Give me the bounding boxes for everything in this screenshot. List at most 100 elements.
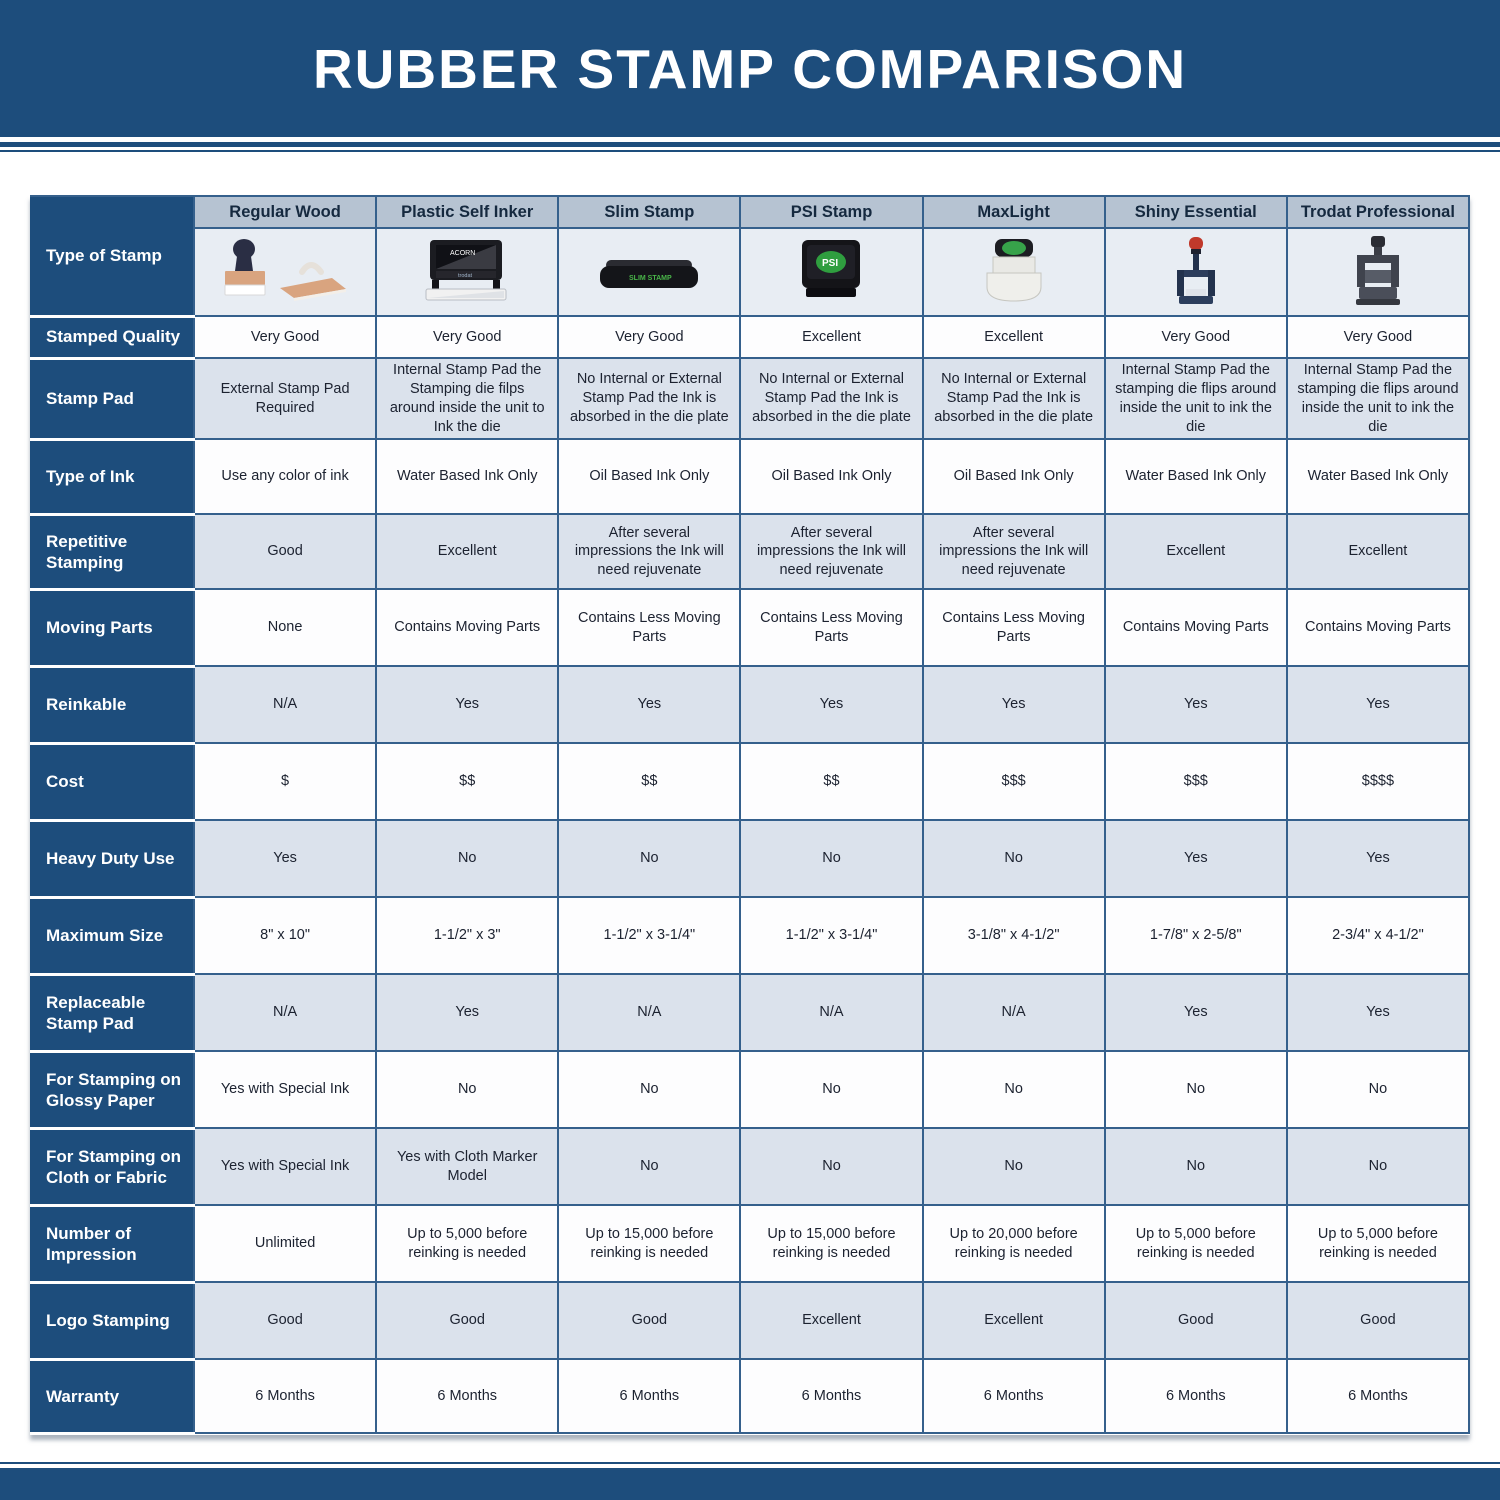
cell-for-stamping-on-cloth-or-fabric-psi-stamp: No [739, 1127, 924, 1207]
row-label-stamped-quality: Stamped Quality [30, 314, 195, 360]
table-row-moving-parts: Moving Parts None Contains Moving Parts Con… [30, 587, 1471, 668]
cell-repetitive-stamping-maxlight: After several impressions the Ink will n… [921, 513, 1106, 591]
cell-stamp-pad-maxlight: No Internal or External Stamp Pad the In… [921, 356, 1106, 441]
cell-stamp-pad-psi-stamp: No Internal or External Stamp Pad the In… [739, 356, 924, 441]
cell-logo-stamping-trodat-professional: Good [1285, 1281, 1471, 1361]
cell-heavy-duty-use-slim-stamp: No [557, 819, 742, 899]
cell-warranty-plastic-self-inker: 6 Months [375, 1358, 560, 1435]
slim-stamp-icon: SLIM STAMP [557, 227, 742, 317]
cell-logo-stamping-psi-stamp: Excellent [739, 1281, 924, 1361]
column-header-shiny-essential: Shiny Essential [1103, 195, 1288, 229]
cell-stamped-quality-maxlight: Excellent [921, 315, 1106, 359]
cell-cost-trodat-professional: $$$$ [1285, 742, 1471, 822]
svg-text:SLIM STAMP: SLIM STAMP [629, 275, 672, 282]
column-header-maxlight: MaxLight [921, 195, 1106, 229]
cell-for-stamping-on-cloth-or-fabric-plastic-self-inker: Yes with Cloth Marker Model [375, 1127, 560, 1207]
table-row-type-of-ink: Type of Ink Use any color of ink Water Bas… [30, 437, 1471, 516]
column-header-trodat-professional: Trodat Professional [1285, 195, 1471, 229]
row-label-type-of-ink: Type of Ink [30, 437, 195, 516]
cell-replaceable-stamp-pad-regular-wood: N/A [192, 973, 378, 1053]
row-label-warranty: Warranty [30, 1357, 195, 1435]
cell-type-of-ink-slim-stamp: Oil Based Ink Only [557, 438, 742, 516]
banner-separator [0, 137, 1500, 142]
cell-warranty-psi-stamp: 6 Months [739, 1358, 924, 1435]
cell-repetitive-stamping-psi-stamp: After several impressions the Ink will n… [739, 513, 924, 591]
cell-warranty-regular-wood: 6 Months [192, 1358, 378, 1435]
cell-reinkable-plastic-self-inker: Yes [375, 665, 560, 745]
cell-stamped-quality-plastic-self-inker: Very Good [375, 315, 560, 359]
cell-moving-parts-trodat-professional: Contains Moving Parts [1285, 588, 1471, 668]
cell-repetitive-stamping-slim-stamp: After several impressions the Ink will n… [557, 513, 742, 591]
comparison-table: Type of Stamp Regular Wood Plastic Self In… [30, 195, 1471, 1435]
cell-stamp-pad-shiny-essential: Internal Stamp Pad the stamping die flip… [1103, 356, 1288, 441]
cell-heavy-duty-use-plastic-self-inker: No [375, 819, 560, 899]
cell-cost-slim-stamp: $$ [557, 742, 742, 822]
cell-replaceable-stamp-pad-plastic-self-inker: Yes [375, 973, 560, 1053]
cell-logo-stamping-shiny-essential: Good [1103, 1281, 1288, 1361]
footer-band [0, 1462, 1500, 1500]
row-label-reinkable: Reinkable [30, 664, 195, 745]
cell-maximum-size-plastic-self-inker: 1-1/2" x 3" [375, 896, 560, 976]
cell-heavy-duty-use-trodat-professional: Yes [1285, 819, 1471, 899]
cell-type-of-ink-maxlight: Oil Based Ink Only [921, 438, 1106, 516]
column-header-regular-wood: Regular Wood [192, 195, 378, 229]
comparison-table-wrapper: Type of Stamp Regular Wood Plastic Self In… [0, 152, 1500, 1435]
cell-for-stamping-on-glossy-paper-trodat-professional: No [1285, 1050, 1471, 1130]
page-title: RUBBER STAMP COMPARISON [312, 37, 1188, 100]
cell-repetitive-stamping-shiny-essential: Excellent [1103, 513, 1288, 591]
cell-for-stamping-on-glossy-paper-maxlight: No [921, 1050, 1106, 1130]
cell-moving-parts-plastic-self-inker: Contains Moving Parts [375, 588, 560, 668]
cell-number-of-impression-trodat-professional: Up to 5,000 before reinking is needed [1285, 1204, 1471, 1284]
row-label-cost: Cost [30, 741, 195, 822]
cell-stamp-pad-regular-wood: External Stamp Pad Required [192, 356, 378, 441]
row-label-logo-stamping: Logo Stamping [30, 1280, 195, 1361]
table-row-cost: Cost $ $$ $$ $$ $$$ $$$ $$$$ [30, 741, 1471, 822]
cell-for-stamping-on-cloth-or-fabric-maxlight: No [921, 1127, 1106, 1207]
cell-heavy-duty-use-psi-stamp: No [739, 819, 924, 899]
cell-number-of-impression-plastic-self-inker: Up to 5,000 before reinking is needed [375, 1204, 560, 1284]
cell-stamped-quality-regular-wood: Very Good [192, 315, 378, 359]
table-row-for-stamping-on-cloth-or-fabric: For Stamping on Cloth or Fabric Yes with … [30, 1126, 1471, 1207]
shiny-essential-stamp-icon [1103, 227, 1288, 317]
cell-maximum-size-maxlight: 3-1/8" x 4-1/2" [921, 896, 1106, 976]
cell-stamped-quality-shiny-essential: Very Good [1103, 315, 1288, 359]
table-row-stamp-pad: Stamp Pad External Stamp Pad Required Inte… [30, 356, 1471, 441]
cell-reinkable-regular-wood: N/A [192, 665, 378, 745]
cell-for-stamping-on-cloth-or-fabric-shiny-essential: No [1103, 1127, 1288, 1207]
row-label-for-stamping-on-glossy-paper: For Stamping on Glossy Paper [30, 1049, 195, 1130]
cell-replaceable-stamp-pad-maxlight: N/A [921, 973, 1106, 1053]
cell-moving-parts-shiny-essential: Contains Moving Parts [1103, 588, 1288, 668]
table-row-reinkable: Reinkable N/A Yes Yes Yes Yes Yes Yes [30, 664, 1471, 745]
cell-number-of-impression-slim-stamp: Up to 15,000 before reinking is needed [557, 1204, 742, 1284]
cell-cost-regular-wood: $ [192, 742, 378, 822]
cell-warranty-trodat-professional: 6 Months [1285, 1358, 1471, 1435]
regular-wood-stamp-icon [192, 227, 378, 317]
cell-warranty-slim-stamp: 6 Months [557, 1358, 742, 1435]
svg-text:PSI: PSI [822, 258, 838, 269]
cell-stamp-pad-slim-stamp: No Internal or External Stamp Pad the In… [557, 356, 742, 441]
table-row-repetitive-stamping: Repetitive Stamping Good Excellent After se… [30, 512, 1471, 591]
cell-type-of-ink-plastic-self-inker: Water Based Ink Only [375, 438, 560, 516]
cell-type-of-ink-psi-stamp: Oil Based Ink Only [739, 438, 924, 516]
cell-stamp-pad-plastic-self-inker: Internal Stamp Pad the Stamping die filp… [375, 356, 560, 441]
row-label-type-of-stamp: Type of Stamp [30, 195, 195, 318]
cell-moving-parts-regular-wood: None [192, 588, 378, 668]
cell-moving-parts-maxlight: Contains Less Moving Parts [921, 588, 1106, 668]
cell-repetitive-stamping-plastic-self-inker: Excellent [375, 513, 560, 591]
column-header-plastic-self-inker: Plastic Self Inker [375, 195, 560, 229]
cell-replaceable-stamp-pad-trodat-professional: Yes [1285, 973, 1471, 1053]
footer-bar [0, 1468, 1500, 1500]
cell-maximum-size-slim-stamp: 1-1/2" x 3-1/4" [557, 896, 742, 976]
cell-reinkable-trodat-professional: Yes [1285, 665, 1471, 745]
cell-number-of-impression-psi-stamp: Up to 15,000 before reinking is needed [739, 1204, 924, 1284]
row-label-maximum-size: Maximum Size [30, 895, 195, 976]
cell-for-stamping-on-cloth-or-fabric-slim-stamp: No [557, 1127, 742, 1207]
column-header-psi-stamp: PSI Stamp [739, 195, 924, 229]
cell-reinkable-shiny-essential: Yes [1103, 665, 1288, 745]
cell-maximum-size-trodat-professional: 2-3/4" x 4-1/2" [1285, 896, 1471, 976]
cell-moving-parts-slim-stamp: Contains Less Moving Parts [557, 588, 742, 668]
cell-warranty-maxlight: 6 Months [921, 1358, 1106, 1435]
cell-number-of-impression-shiny-essential: Up to 5,000 before reinking is needed [1103, 1204, 1288, 1284]
svg-text:ACORN: ACORN [450, 250, 475, 257]
cell-cost-shiny-essential: $$$ [1103, 742, 1288, 822]
